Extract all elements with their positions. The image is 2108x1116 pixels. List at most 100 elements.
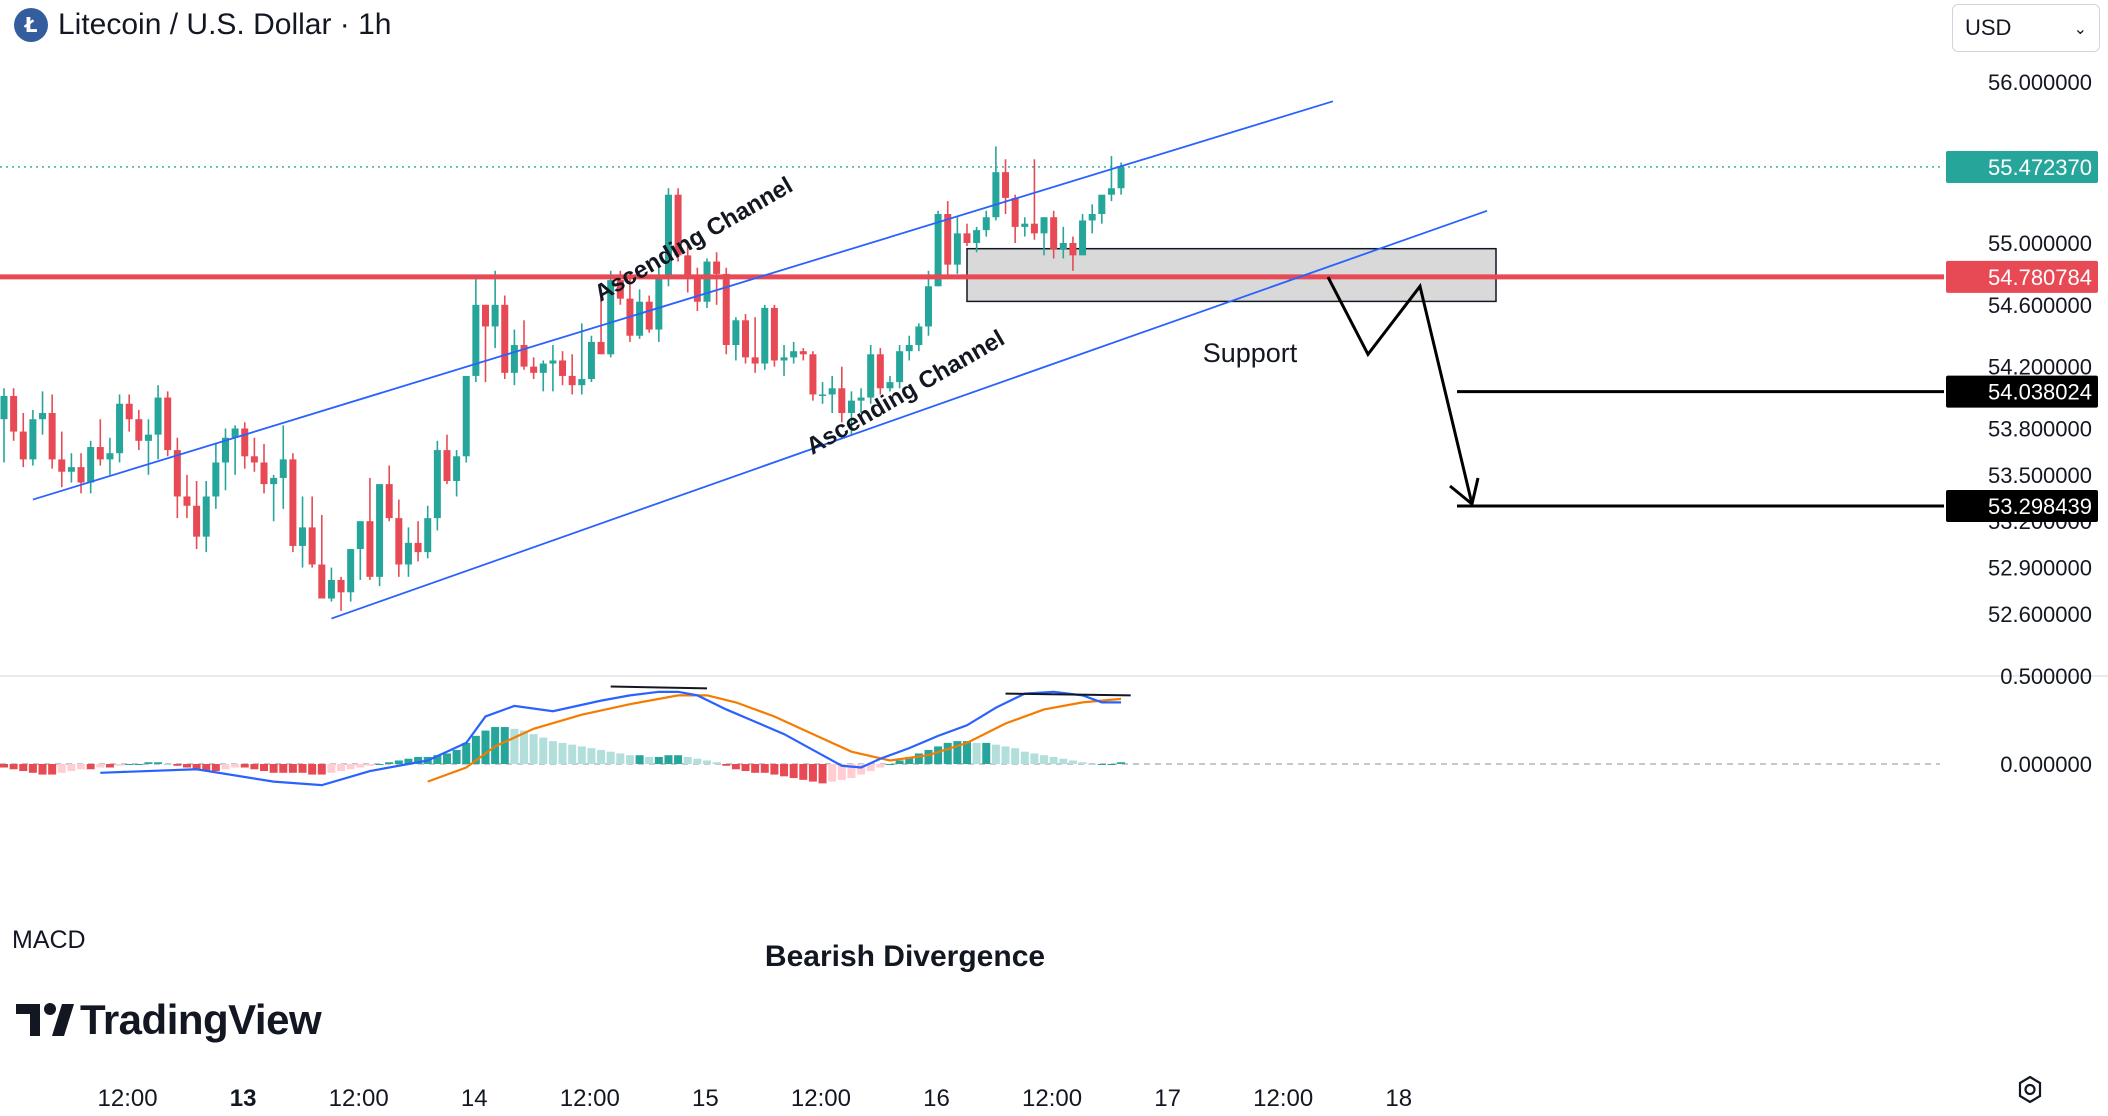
gear-icon[interactable] — [2014, 1074, 2046, 1106]
channel-upper-label: Ascending Channel — [590, 172, 798, 307]
macd-histogram-bar — [664, 755, 673, 764]
candle-body — [607, 280, 615, 355]
candle-body — [501, 304, 509, 373]
chevron-down-icon: ⌄ — [2073, 18, 2087, 38]
macd-histogram-bar — [211, 764, 220, 772]
macd-histogram-bar — [645, 756, 654, 764]
candle-body — [1040, 217, 1048, 234]
macd-histogram-bar — [385, 762, 394, 764]
candle-body — [857, 397, 865, 401]
macd-histogram-bar — [1078, 762, 1087, 764]
channel-upper-line — [32, 100, 1334, 501]
candle-body — [1050, 217, 1058, 250]
candle-body — [366, 521, 374, 577]
candle-body — [453, 456, 461, 482]
macd-histogram-bar — [924, 749, 933, 764]
tradingview-logo[interactable]: TradingView — [14, 996, 322, 1044]
macd-histogram-bar — [337, 764, 346, 772]
time-axis-tick: 13 — [230, 1085, 257, 1112]
macd-histogram-bar — [1011, 748, 1020, 764]
macd-histogram-bar — [577, 746, 586, 764]
candle-body — [67, 467, 75, 472]
price-badge-label: 54.038024 — [1988, 380, 2092, 405]
macd-histogram-bar — [288, 764, 297, 773]
macd-histogram-bar — [808, 764, 817, 782]
macd-histogram-bar — [654, 756, 663, 764]
candle-body — [809, 354, 817, 395]
macd-histogram-bar — [1030, 753, 1039, 764]
candle-body — [472, 304, 480, 376]
candle-body — [915, 326, 923, 346]
time-axis-tick: 16 — [923, 1085, 950, 1112]
litecoin-icon: Ł — [14, 8, 48, 42]
macd-histogram-bar — [308, 764, 317, 775]
candle-body — [482, 304, 489, 327]
price-badge — [1946, 150, 2098, 183]
symbol-title[interactable]: Litecoin / U.S. Dollar · 1h — [58, 8, 392, 41]
time-axis-tick: 12:00 — [329, 1085, 389, 1112]
macd-histogram-bar — [86, 764, 95, 770]
candle-body — [982, 217, 990, 231]
macd-histogram-bar — [442, 753, 451, 764]
macd-histogram-bar — [317, 764, 326, 775]
macd-histogram-bar — [260, 764, 269, 772]
candle-body — [1098, 194, 1106, 215]
candle-body — [299, 527, 307, 546]
candle-body — [924, 286, 932, 327]
macd-histogram-bar — [635, 755, 644, 764]
candle-body — [722, 273, 730, 346]
divergence-line-left — [610, 685, 708, 690]
time-axis-tick: 18 — [1385, 1085, 1412, 1112]
macd-histogram-bar — [105, 764, 114, 768]
candle-body — [144, 434, 152, 441]
price-badge-label: 53.298439 — [1988, 494, 2092, 519]
candle-body — [395, 518, 403, 565]
macd-histogram-bar — [240, 764, 249, 768]
macd-histogram-bar — [134, 764, 143, 765]
candle-body — [847, 400, 855, 414]
divergence-line-right — [1005, 692, 1131, 697]
candle-body — [973, 230, 981, 243]
candle-body — [828, 388, 836, 395]
candle-body — [992, 172, 1000, 218]
macd-histogram-bar — [1117, 762, 1126, 764]
candle-body — [780, 357, 788, 361]
macd-histogram-bar — [606, 751, 615, 764]
macd-histogram-bar — [1059, 758, 1068, 764]
macd-pane-label[interactable]: MACD — [12, 926, 86, 954]
candle-body — [905, 345, 913, 352]
candle-body — [539, 363, 547, 373]
macd-histogram-bar — [115, 764, 124, 766]
candle-body — [289, 459, 297, 546]
macd-histogram-bar — [163, 764, 172, 765]
macd-axis-tick: 0.000000 — [2000, 752, 2092, 777]
price-badge — [1946, 489, 2098, 522]
time-axis-tick: 12:00 — [98, 1085, 158, 1112]
candle-body — [896, 351, 904, 383]
macd-histogram-bar — [0, 764, 8, 768]
currency-select[interactable]: USD ⌄ — [1952, 4, 2100, 52]
candle-body — [761, 307, 769, 364]
price-badge — [1946, 375, 2098, 408]
macd-histogram-bar — [404, 758, 413, 764]
price-axis-tick: 55.000000 — [1988, 231, 2092, 256]
candle-body — [347, 549, 355, 593]
candle-body — [318, 564, 326, 599]
macd-histogram-bar — [510, 728, 519, 764]
macd-histogram-bar — [828, 764, 837, 782]
candle-body — [819, 394, 827, 396]
macd-histogram-bar — [375, 764, 384, 765]
macd-histogram-bar — [866, 764, 875, 772]
macd-histogram-bar — [269, 764, 278, 773]
macd-histogram-bar — [1001, 746, 1010, 764]
candle-body — [376, 484, 384, 577]
price-badge-label: 55.472370 — [1988, 155, 2092, 180]
macd-histogram-bar — [356, 764, 365, 768]
candle-body — [58, 459, 66, 472]
candle-body — [1088, 214, 1096, 221]
candle-body — [549, 360, 557, 364]
macd-histogram-bar — [365, 764, 374, 766]
candle-body — [867, 354, 875, 398]
macd-histogram-bar — [597, 749, 606, 764]
